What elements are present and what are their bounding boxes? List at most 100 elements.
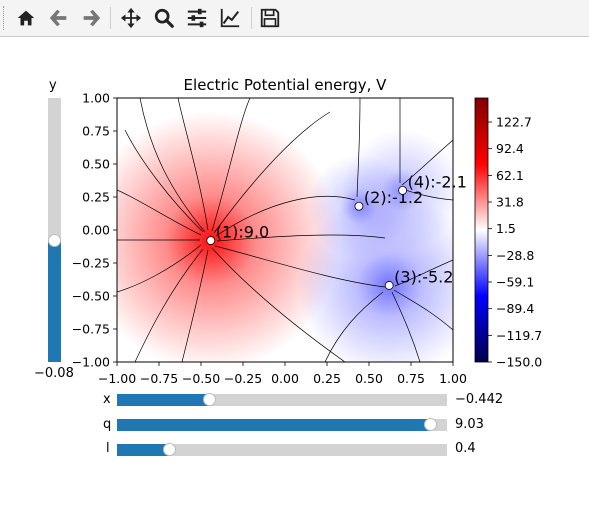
field-line (401, 139, 453, 186)
y-slider-fill (48, 240, 61, 362)
potential-heatmap (117, 98, 453, 362)
y-slider-value: −0.08 (34, 366, 74, 381)
charge-label: (3):-5.2 (394, 267, 453, 286)
colorbar-tick-label: −119.7 (496, 328, 542, 343)
colorbar-tick-label: 92.4 (496, 141, 524, 156)
colorbar-tick-label: −89.4 (496, 301, 534, 316)
edit-axis-button[interactable] (216, 4, 244, 32)
colorbar-axis: 122.7 92.4 62.1 31.8 1.5 −28.8 −59.1 −89.4 −119.… (488, 115, 542, 370)
line-chart-icon (220, 8, 240, 28)
x-tick-label: −0.75 (140, 371, 178, 386)
sliders-icon (187, 8, 207, 28)
charge-label: (2):-1.2 (364, 188, 423, 207)
field-line (216, 234, 386, 242)
x-tick-label: 0.25 (313, 371, 341, 386)
y-axis: 1.00 0.75 0.50 0.25 0.00 −0.25 −0.50 −0.75 −1.00 (72, 91, 117, 370)
field-line (356, 98, 361, 198)
x-tick-label: −0.50 (182, 371, 220, 386)
field-line (177, 98, 209, 231)
back-button[interactable] (45, 4, 73, 32)
field-line (139, 98, 206, 233)
colorbar-tick-label: 31.8 (496, 195, 524, 210)
toolbar-separator (110, 7, 111, 29)
arrow-left-icon (49, 9, 67, 27)
charge-label: (4):-2.1 (408, 172, 467, 191)
x-tick-label: 1.00 (439, 371, 467, 386)
q-slider-label: q (103, 417, 112, 432)
x-tick-label: −0.25 (224, 371, 262, 386)
charge-marker (384, 281, 394, 290)
toolbar (0, 0, 589, 37)
field-line (214, 245, 386, 288)
x-tick-label: 0.00 (271, 371, 299, 386)
y-tick-label: −0.25 (72, 256, 110, 271)
toolbar-grip[interactable] (3, 6, 7, 30)
home-icon (17, 10, 35, 26)
plot-title: Electric Potential energy, V (184, 76, 388, 94)
field-line (215, 195, 356, 237)
zoom-button[interactable] (150, 4, 178, 32)
y-tick-label: 0.50 (82, 157, 110, 172)
colorbar-tick-label: 122.7 (496, 115, 532, 130)
y-slider-handle[interactable] (48, 234, 61, 248)
l-slider-fill (117, 444, 170, 456)
x-axis: −1.00 −0.75 −0.50 −0.25 0.00 0.25 0.50 0.75 1.00 (98, 362, 467, 386)
field-line (134, 248, 204, 362)
x-slider-handle[interactable] (202, 393, 216, 406)
x-tick-label: −1.00 (98, 371, 136, 386)
charge-label: (1):9.0 (216, 223, 270, 242)
q-slider-fill (117, 419, 431, 431)
field-line (181, 249, 209, 362)
field-line (124, 129, 204, 233)
colorbar-tick-label: 62.1 (496, 168, 524, 183)
x-tick-label: 0.50 (355, 371, 383, 386)
y-tick-label: −1.00 (72, 355, 110, 370)
y-tick-label: −0.75 (72, 322, 110, 337)
pan-button[interactable] (117, 4, 145, 32)
charge-marker (398, 185, 408, 195)
x-slider-value: −0.442 (455, 392, 504, 407)
y-tick-label: 0.25 (82, 190, 110, 205)
field-line (211, 98, 251, 232)
field-line (324, 291, 384, 362)
q-slider-handle[interactable] (424, 418, 437, 431)
forward-button[interactable] (77, 4, 105, 32)
x-slider-label: x (103, 392, 111, 407)
field-line (117, 244, 202, 293)
configure-subplots-button[interactable] (183, 4, 211, 32)
colorbar-tick-label: −28.8 (496, 248, 534, 263)
x-tick-label: 0.75 (397, 371, 425, 386)
move-icon (120, 7, 142, 29)
save-button[interactable] (256, 4, 284, 32)
field-line (393, 289, 453, 331)
l-slider-handle[interactable] (162, 443, 176, 456)
floppy-disk-icon (260, 8, 280, 28)
colorbar-tick-label: −150.0 (496, 355, 542, 370)
y-tick-label: 0.00 (82, 223, 110, 238)
x-slider-fill (117, 394, 210, 406)
q-slider-value: 9.03 (455, 417, 484, 432)
charge-marker (354, 201, 364, 211)
y-tick-label: 1.00 (82, 91, 110, 106)
colorbar (474, 97, 489, 363)
l-slider-value: 0.4 (455, 441, 476, 456)
field-line (117, 189, 202, 236)
field-line (391, 291, 421, 362)
potential-region (341, 129, 453, 252)
y-tick-label: 0.75 (82, 124, 110, 139)
potential-region (117, 110, 341, 362)
colorbar-tick-label: 1.5 (496, 221, 516, 236)
magnifier-icon (154, 8, 174, 28)
arrow-right-icon (83, 9, 101, 27)
field-line (211, 247, 346, 362)
y-slider-label: y (49, 78, 57, 93)
colorbar-tick-label: −59.1 (496, 275, 534, 290)
home-button[interactable] (12, 4, 40, 32)
field-line (213, 111, 331, 234)
l-slider-track[interactable] (117, 444, 447, 456)
l-slider-label: l (106, 441, 110, 456)
field-line (394, 259, 453, 287)
y-tick-label: −0.50 (72, 289, 110, 304)
charges-layer: (1):9.0 (2):-1.2 (3):-5.2 (4):-2.1 (206, 172, 467, 290)
